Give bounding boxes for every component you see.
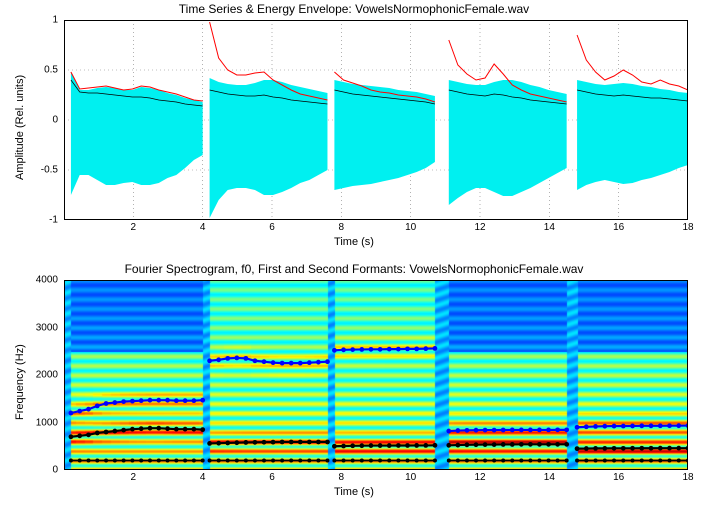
bottom-xtick: 12: [474, 472, 485, 483]
bottom-xtick: 4: [200, 472, 206, 483]
waveform-area: [334, 80, 435, 190]
top-xtick: 8: [339, 222, 345, 233]
bottom-ytick: 4000: [0, 275, 58, 286]
bottom-xtick: 8: [339, 472, 345, 483]
top-ytick: -0.5: [0, 165, 58, 176]
waveform-area: [71, 72, 203, 195]
waveform-area: [210, 78, 328, 218]
bottom-title: Fourier Spectrogram, f0, First and Secon…: [0, 262, 708, 276]
envelope-peak-line: [577, 35, 688, 90]
top-xlabel: Time (s): [0, 236, 708, 248]
bottom-plot-area: [64, 280, 688, 470]
bottom-xtick: 18: [682, 472, 693, 483]
bottom-xtick: 16: [613, 472, 624, 483]
top-ytick: 1: [0, 15, 58, 26]
bottom-xlabel: Time (s): [0, 486, 708, 498]
top-xtick: 10: [405, 222, 416, 233]
top-xtick: 6: [269, 222, 275, 233]
top-ytick: -1: [0, 215, 58, 226]
top-xtick: 16: [613, 222, 624, 233]
bottom-svg: [64, 280, 688, 470]
bottom-xtick: 10: [405, 472, 416, 483]
top-ytick: 0.5: [0, 65, 58, 76]
top-plot-area: [64, 20, 688, 220]
bottom-ytick: 2000: [0, 370, 58, 381]
bottom-ytick: 3000: [0, 322, 58, 333]
bottom-ylabel: Frequency (Hz): [14, 344, 26, 420]
bottom-xtick: 6: [269, 472, 275, 483]
top-xtick: 18: [682, 222, 693, 233]
bottom-ytick: 1000: [0, 417, 58, 428]
bottom-ytick: 0: [0, 465, 58, 476]
top-xtick: 2: [131, 222, 137, 233]
top-xtick: 12: [474, 222, 485, 233]
waveform-area: [449, 80, 567, 205]
top-svg: [64, 20, 688, 220]
bottom-xtick: 14: [544, 472, 555, 483]
waveform-area: [577, 80, 688, 190]
top-title: Time Series & Energy Envelope: VowelsNor…: [0, 2, 708, 16]
bottom-xtick: 2: [131, 472, 137, 483]
top-xtick: 14: [544, 222, 555, 233]
top-xtick: 4: [200, 222, 206, 233]
figure-root: Time Series & Energy Envelope: VowelsNor…: [0, 0, 708, 531]
top-ytick: 0: [0, 115, 58, 126]
